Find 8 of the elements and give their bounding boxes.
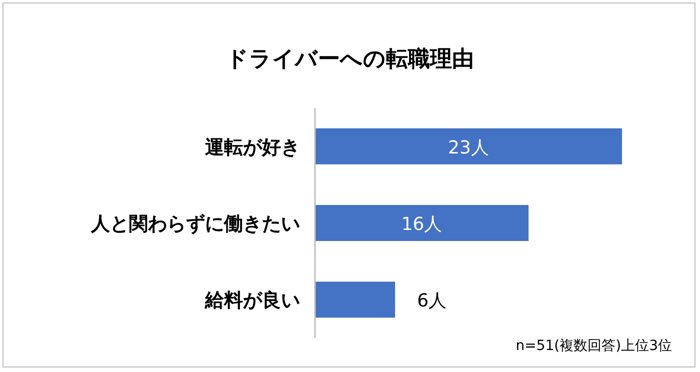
data-label: 16人 bbox=[401, 214, 442, 235]
data-label: 6人 bbox=[417, 290, 447, 312]
annotation: n=51(複数回答)上位3位 bbox=[516, 338, 672, 354]
category-label: 給料が良い bbox=[205, 290, 300, 312]
category-label: 運転が好き bbox=[205, 136, 300, 158]
category-label: 人と関わらずに働きたい bbox=[91, 213, 300, 235]
title: ドライバーへの転職理由 bbox=[226, 47, 474, 72]
data-label: 23人 bbox=[448, 137, 489, 158]
